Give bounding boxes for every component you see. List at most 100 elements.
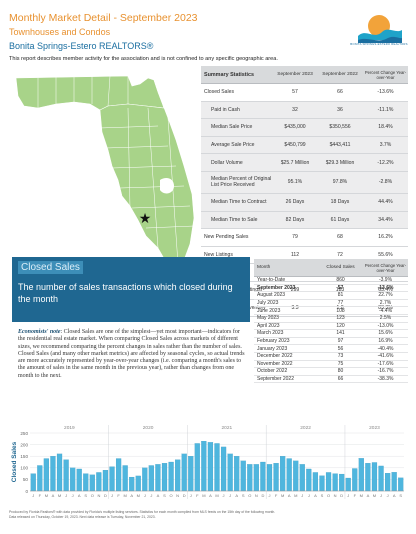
summary-cell-pct: -13.6% (377, 89, 394, 96)
chart-x-tick: A (52, 493, 55, 498)
summary-header-label: Summary Statistics (204, 71, 255, 78)
chart-x-tick: J (268, 493, 270, 498)
chart-bar (312, 472, 319, 492)
chart-x-tick: A (130, 493, 133, 498)
chart-ylabel: Closed Sales (11, 441, 18, 482)
chart-bar (280, 456, 286, 492)
monthly-cell-month: October 2022 (257, 368, 288, 375)
monthly-row: March 2023 141 15.6% (254, 330, 408, 338)
monthly-cell-pct: 2.7% (379, 300, 392, 307)
chart-bar (135, 475, 141, 492)
chart-x-tick: J (65, 493, 67, 498)
chart-y-tick: 50 (23, 477, 29, 482)
closed-sales-chart: Closed Sales 0 50 100 150 200 250 2019 2020 2021 2… (11, 425, 404, 499)
chart-y-tick: 200 (20, 442, 28, 447)
chart-bar (306, 468, 312, 492)
summary-cell-current: $435,000 (284, 124, 306, 131)
lake-okeechobee (160, 178, 174, 194)
footer: Produced by Florida Realtors® with data … (9, 510, 407, 520)
chart-bar (175, 459, 181, 492)
chart-bar (293, 460, 299, 492)
chart-bar (240, 460, 246, 492)
monthly-cell-month: September 2023 (257, 284, 296, 291)
chart-year-label: 2020 (143, 425, 154, 431)
monthly-cell-month: July 2023 (257, 300, 279, 307)
monthly-cell-value: 81 (337, 292, 344, 299)
summary-cell-prior: 97.8% (332, 179, 348, 186)
report-title: Monthly Market Detail - September 2023 (9, 12, 198, 24)
closed-sales-banner: Closed Sales The number of sales transac… (12, 257, 250, 322)
chart-x-tick: N (97, 493, 100, 498)
summary-cell-label: Average Sale Price (211, 142, 255, 149)
chart-bar (89, 474, 95, 492)
chart-bar (385, 473, 391, 492)
footer-line-2: Data released on Thursday, October 19, 2… (9, 515, 156, 520)
chart-bar (358, 458, 364, 492)
chart-bar (220, 446, 227, 492)
chart-x-tick: N (255, 493, 258, 498)
monthly-header-pct: Percent Change Year-over-Year (364, 262, 407, 273)
summary-cell-pct: -11.1% (377, 106, 394, 113)
chart-bar (96, 472, 102, 492)
chart-x-tick: J (301, 493, 303, 498)
summary-cell-prior: 36 (337, 106, 343, 113)
chart-bar (345, 477, 351, 492)
summary-cell-current: $25.7 Million (280, 159, 310, 166)
chart-bar (76, 468, 82, 492)
monthly-row: July 2023 77 2.7% (254, 300, 408, 308)
chart-x-tick: F (196, 493, 199, 498)
monthly-cell-pct: -38.3% (377, 376, 394, 383)
summary-cell-current: 79 (292, 234, 298, 241)
summary-cell-label: Median Percent of Original List Price Re… (211, 176, 272, 189)
chart-bar (115, 458, 122, 492)
monthly-cell-month: September 2022 (257, 376, 294, 383)
chart-y-tick: 150 (20, 454, 28, 459)
closed-sales-caption: Closed Sales (18, 261, 83, 274)
chart-x-tick: F (117, 493, 120, 498)
monthly-row: June 2023 108 -4.4% (254, 307, 408, 315)
chart-bar (194, 443, 200, 492)
chart-bar (365, 463, 371, 492)
monthly-row: November 2022 75 -17.6% (254, 361, 408, 369)
chart-bar (339, 473, 345, 492)
chart-x-tick: S (242, 493, 245, 498)
monthly-row: December 2022 73 -41.6% (254, 353, 408, 361)
chart-x-tick: A (157, 493, 160, 498)
chart-x-tick: J (72, 493, 74, 498)
summary-cell-prior: 1.8 (336, 304, 344, 311)
chart-year-label: 2023 (369, 425, 380, 431)
monthly-cell-value: 57 (337, 284, 344, 291)
chart-x-tick: M (294, 493, 297, 498)
chart-x-tick: J (190, 493, 192, 498)
monthly-cell-value: 80 (337, 368, 344, 375)
summary-cell-current: 26 Days (285, 199, 305, 206)
summary-cell-pct: -2.8% (378, 179, 393, 186)
monthly-cell-value: 77 (337, 300, 344, 307)
chart-x-tick: S (84, 493, 87, 498)
report-subtitle: Townhouses and Condos (9, 27, 111, 37)
summary-cell-current: 95.1% (287, 179, 303, 186)
monthly-cell-pct: 15.6% (378, 330, 393, 337)
monthly-cell-pct: -40.4% (377, 345, 394, 352)
summary-cell-prior: $443,411 (329, 142, 351, 149)
chart-year-label: 2021 (222, 425, 233, 431)
summary-cell-pct: 3.7% (379, 142, 392, 149)
chart-bar (148, 465, 154, 492)
summary-cell-prior: 61 Days (330, 216, 350, 223)
chart-x-tick: A (288, 493, 291, 498)
chart-bar (207, 442, 214, 492)
chart-bar (332, 473, 338, 492)
monthly-cell-pct: -41.6% (377, 353, 394, 360)
monthly-header-month: Month (257, 265, 271, 270)
monthly-header-value: Closed Sales (326, 265, 355, 270)
chart-y-tick: 0 (25, 489, 28, 494)
summary-cell-current: 112 (290, 252, 300, 259)
chart-x-tick: D (183, 493, 186, 498)
summary-row: Median Time to Sale 82 Days 61 Days 34.4% (201, 211, 408, 230)
monthly-cell-pct: -3.9% (378, 277, 393, 284)
chart-bar (168, 461, 174, 492)
monthly-row: August 2023 81 22.7% (254, 292, 408, 300)
summary-cell-pct: 34.4% (378, 216, 393, 223)
monthly-cell-pct: -4.4% (378, 307, 393, 314)
chart-bar (43, 458, 49, 492)
